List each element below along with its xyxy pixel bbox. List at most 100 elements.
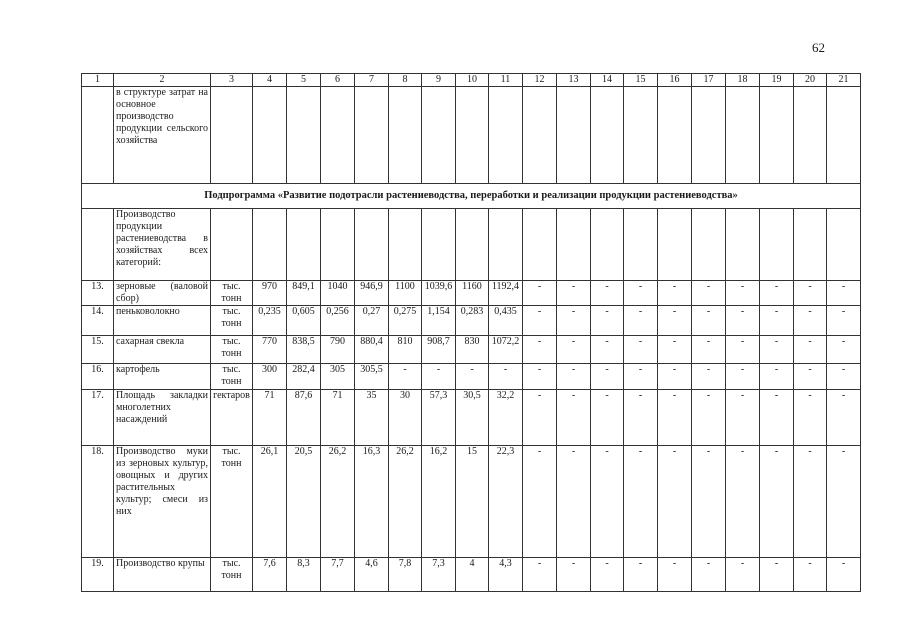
value-cell: -: [793, 305, 827, 336]
value-cell: -: [826, 557, 861, 592]
value-cell: -: [522, 445, 557, 558]
value-cell: -: [759, 389, 794, 446]
column-header: 16: [657, 73, 692, 87]
value-cell: -: [623, 305, 658, 336]
value-cell: -: [691, 389, 726, 446]
value-cell: 7,8: [388, 557, 422, 592]
value-cell: -: [759, 280, 794, 306]
value-cell: [759, 86, 794, 184]
value-cell: 880,4: [354, 335, 389, 364]
value-cell: [488, 208, 523, 281]
table-row: 14. пеньковолокно тыс. тонн 0,235 0,605 0,256…: [81, 305, 861, 336]
value-cell: -: [793, 557, 827, 592]
value-cell: 790: [320, 335, 355, 364]
column-header: 4: [252, 73, 287, 87]
value-cell: -: [590, 363, 624, 390]
value-cell: [691, 86, 726, 184]
value-cell: [421, 208, 456, 281]
value-cell: -: [725, 363, 760, 390]
row-number: [81, 208, 114, 281]
table-row: 15. сахарная свекла тыс. тонн 770 838,5 790 88…: [81, 335, 861, 364]
value-cell: 282,4: [286, 363, 321, 390]
value-cell: 849,1: [286, 280, 321, 306]
value-cell: -: [657, 389, 692, 446]
value-cell: -: [691, 335, 726, 364]
column-header: 11: [488, 73, 523, 87]
value-cell: -: [793, 445, 827, 558]
column-header: 15: [623, 73, 658, 87]
value-cell: -: [725, 557, 760, 592]
value-cell: -: [623, 335, 658, 364]
value-cell: -: [556, 557, 591, 592]
indicator-name: зерновые (валовой сбор): [113, 280, 211, 306]
indicator-name: картофель: [113, 363, 211, 390]
value-cell: [826, 208, 861, 281]
value-cell: 0,235: [252, 305, 287, 336]
value-cell: -: [522, 305, 557, 336]
column-header: 12: [522, 73, 557, 87]
value-cell: -: [388, 363, 422, 390]
value-cell: -: [826, 389, 861, 446]
unit: [210, 86, 253, 184]
value-cell: -: [623, 445, 658, 558]
column-header: 9: [421, 73, 456, 87]
value-cell: -: [725, 335, 760, 364]
value-cell: 22,3: [488, 445, 523, 558]
value-cell: -: [826, 445, 861, 558]
value-cell: -: [725, 280, 760, 306]
value-cell: 7,6: [252, 557, 287, 592]
value-cell: -: [759, 305, 794, 336]
column-header: 20: [793, 73, 827, 87]
row-number: 16.: [81, 363, 114, 390]
value-cell: -: [522, 363, 557, 390]
value-cell: [826, 86, 861, 184]
value-cell: -: [657, 305, 692, 336]
value-cell: [286, 208, 321, 281]
value-cell: -: [623, 280, 658, 306]
value-cell: [759, 208, 794, 281]
value-cell: -: [759, 363, 794, 390]
value-cell: -: [725, 389, 760, 446]
value-cell: 838,5: [286, 335, 321, 364]
indicator-name: в структуре затрат на основное производс…: [113, 86, 211, 184]
value-cell: 26,2: [388, 445, 422, 558]
row-number: [81, 86, 114, 184]
unit: [210, 208, 253, 281]
row-number: 17.: [81, 389, 114, 446]
value-cell: -: [455, 363, 489, 390]
column-header: 5: [286, 73, 321, 87]
row-number: 15.: [81, 335, 114, 364]
value-cell: -: [826, 335, 861, 364]
column-header: 19: [759, 73, 794, 87]
value-cell: [488, 86, 523, 184]
value-cell: -: [793, 389, 827, 446]
value-cell: 0,435: [488, 305, 523, 336]
value-cell: 7,7: [320, 557, 355, 592]
value-cell: -: [657, 280, 692, 306]
table-row: 17. Площадь закладки многолетних насажден…: [81, 389, 861, 446]
value-cell: -: [590, 557, 624, 592]
row-number: 13.: [81, 280, 114, 306]
value-cell: 30: [388, 389, 422, 446]
indicator-name: Производство продукции растениеводства в…: [113, 208, 211, 281]
value-cell: -: [691, 557, 726, 592]
value-cell: -: [623, 389, 658, 446]
column-header: 17: [691, 73, 726, 87]
value-cell: [252, 86, 287, 184]
value-cell: 71: [320, 389, 355, 446]
value-cell: [388, 86, 422, 184]
value-cell: [421, 86, 456, 184]
table-row: 13. зерновые (валовой сбор) тыс. тонн 970 84…: [81, 280, 861, 306]
value-cell: -: [725, 305, 760, 336]
value-cell: -: [657, 363, 692, 390]
column-header: 21: [826, 73, 861, 87]
value-cell: -: [793, 335, 827, 364]
value-cell: 4,3: [488, 557, 523, 592]
value-cell: 770: [252, 335, 287, 364]
value-cell: -: [759, 557, 794, 592]
value-cell: [556, 208, 591, 281]
value-cell: -: [421, 363, 456, 390]
indicator-name: пеньковолокно: [113, 305, 211, 336]
value-cell: 1039,6: [421, 280, 456, 306]
value-cell: -: [691, 305, 726, 336]
